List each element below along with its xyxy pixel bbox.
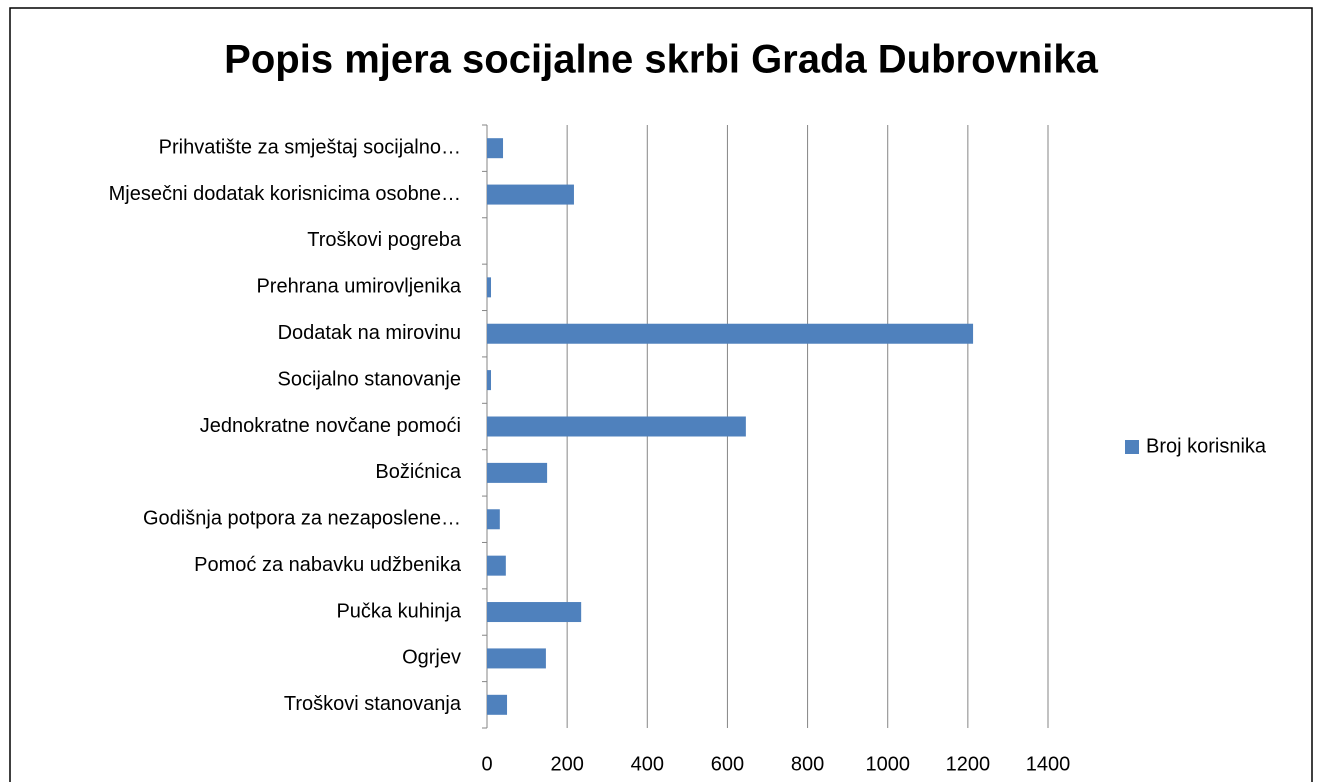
y-tick-label: Dodatak na mirovinu bbox=[278, 322, 461, 344]
x-tick-label: 400 bbox=[631, 753, 664, 775]
y-tick-label: Socijalno stanovanje bbox=[278, 368, 461, 390]
x-tick-label: 800 bbox=[791, 753, 824, 775]
bar bbox=[487, 323, 974, 344]
x-tick-label: 200 bbox=[550, 753, 583, 775]
y-tick-label: Pučka kuhinja bbox=[336, 600, 461, 622]
y-tick-label: Prihvatište za smještaj socijalno… bbox=[159, 136, 461, 158]
y-tick-label: Božićnica bbox=[375, 461, 461, 483]
chart-title: Popis mjera socijalne skrbi Grada Dubrov… bbox=[224, 38, 1098, 82]
bar bbox=[487, 555, 506, 576]
x-tick-label: 0 bbox=[481, 753, 492, 775]
y-tick-label: Prehrana umirovljenika bbox=[256, 276, 461, 298]
y-tick-label: Troškovi stanovanja bbox=[284, 693, 462, 715]
x-tick-label: 1000 bbox=[865, 753, 910, 775]
x-tick-label: 1400 bbox=[1026, 753, 1071, 775]
y-tick-label: Mjesečni dodatak korisnicima osobne… bbox=[109, 183, 461, 205]
bar bbox=[487, 416, 746, 437]
bar bbox=[487, 370, 492, 391]
legend-swatch bbox=[1125, 440, 1139, 454]
bar bbox=[487, 694, 508, 715]
bar bbox=[487, 277, 492, 298]
x-tick-label: 600 bbox=[711, 753, 744, 775]
bar bbox=[487, 648, 546, 669]
bar bbox=[487, 184, 574, 205]
bar bbox=[487, 602, 582, 623]
chart-border bbox=[9, 7, 1313, 782]
bar bbox=[487, 509, 500, 530]
x-tick-label: 1200 bbox=[946, 753, 991, 775]
bar bbox=[487, 138, 504, 159]
y-tick-label: Jednokratne novčane pomoći bbox=[200, 415, 461, 437]
bar bbox=[487, 462, 548, 483]
y-tick-label: Pomoć za nabavku udžbenika bbox=[194, 554, 462, 576]
y-tick-label: Ogrjev bbox=[402, 647, 461, 669]
legend-label: Broj korisnika bbox=[1146, 435, 1267, 457]
y-tick-label: Troškovi pogreba bbox=[307, 229, 462, 251]
y-tick-label: Godišnja potpora za nezaposlene… bbox=[143, 508, 461, 530]
